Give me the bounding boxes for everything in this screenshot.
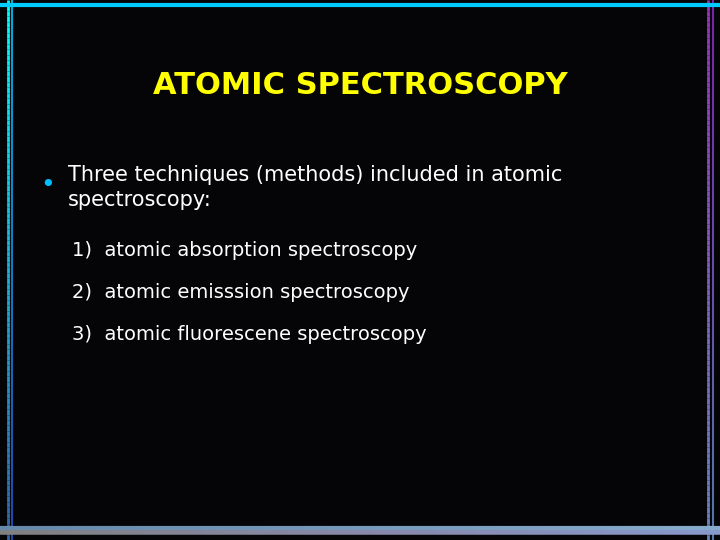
Text: ATOMIC SPECTROSCOPY: ATOMIC SPECTROSCOPY [153, 71, 567, 99]
Text: •: • [40, 173, 55, 197]
Text: spectroscopy:: spectroscopy: [68, 190, 212, 210]
Text: 3)  atomic fluorescene spectroscopy: 3) atomic fluorescene spectroscopy [72, 325, 427, 343]
Text: 2)  atomic emisssion spectroscopy: 2) atomic emisssion spectroscopy [72, 282, 410, 301]
Text: 1)  atomic absorption spectroscopy: 1) atomic absorption spectroscopy [72, 240, 418, 260]
Text: Three techniques (methods) included in atomic: Three techniques (methods) included in a… [68, 165, 562, 185]
